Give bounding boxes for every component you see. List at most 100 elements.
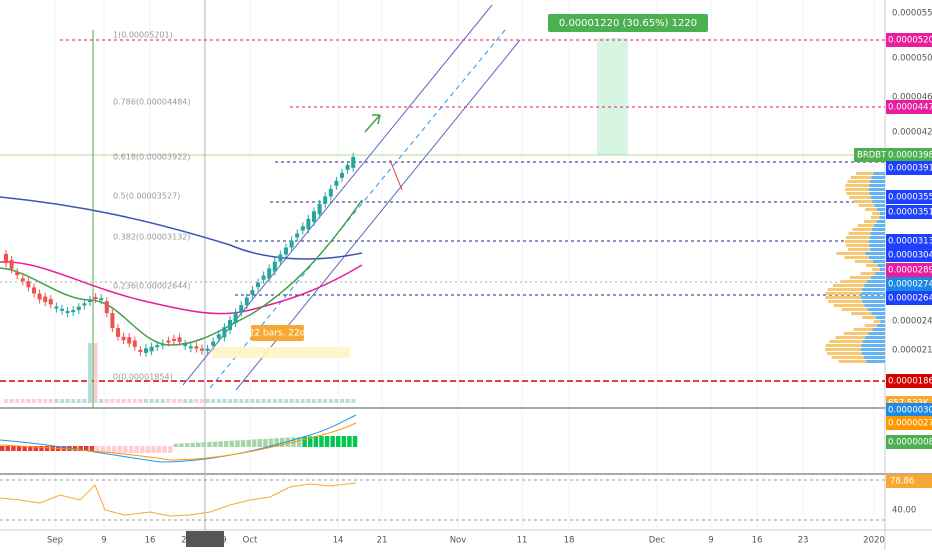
- volume-bar: [306, 399, 311, 403]
- macd-bar: [134, 446, 139, 453]
- macd-bar: [263, 438, 268, 447]
- profile-bar: [872, 200, 885, 203]
- profile-bar: [845, 240, 870, 243]
- macd-bar: [274, 438, 279, 447]
- profile-bar: [879, 212, 885, 215]
- volume-bar: [261, 399, 266, 403]
- volume-bar: [200, 399, 204, 403]
- candle: [54, 306, 59, 309]
- volume-bar: [172, 399, 176, 403]
- time-tick: 11: [517, 536, 528, 546]
- profile-bar: [870, 276, 885, 279]
- profile-bar: [855, 172, 874, 175]
- profile-bar: [845, 236, 870, 239]
- profile-bar: [875, 272, 885, 275]
- volume-bar: [138, 399, 143, 403]
- profile-bar: [825, 296, 862, 299]
- candle: [121, 336, 126, 341]
- profile-bar: [869, 184, 885, 187]
- candle: [138, 349, 143, 352]
- macd-bar: [341, 436, 347, 447]
- volume-bar: [149, 399, 154, 403]
- profile-bar: [879, 216, 885, 219]
- profile-bar: [875, 316, 885, 319]
- price-tick: 0.00005000: [892, 54, 932, 64]
- candle: [306, 218, 311, 230]
- candle: [71, 310, 76, 313]
- candle: [228, 320, 232, 331]
- profile-bar: [846, 192, 870, 195]
- macd-bar: [224, 441, 229, 447]
- volume-bar: [15, 399, 20, 403]
- profile-bar: [829, 340, 863, 343]
- price-tag-bg: [886, 291, 932, 305]
- profile-bar: [865, 208, 878, 211]
- volume-bar: [340, 399, 344, 403]
- macd-bar: [347, 436, 352, 447]
- profile-bar: [876, 220, 885, 223]
- price-tag: 0.00003555: [888, 193, 932, 203]
- price-tag-bg: [886, 148, 932, 162]
- volume-bar: [116, 399, 120, 403]
- profile-bar: [866, 264, 878, 267]
- profile-bar: [847, 180, 870, 183]
- profile-bar: [877, 208, 885, 211]
- volume-bar: [272, 399, 277, 403]
- candle: [116, 328, 120, 337]
- macd-tag: 0.00000304: [888, 406, 932, 416]
- profile-bar: [876, 324, 885, 327]
- volume-bar: [71, 399, 76, 403]
- candle: [317, 203, 322, 215]
- profile-bar: [869, 192, 885, 195]
- volume-bar: [312, 399, 316, 403]
- candle: [233, 312, 238, 323]
- profile-bar: [851, 312, 872, 315]
- candle: [82, 303, 87, 306]
- volume-bar: [345, 399, 350, 403]
- time-tick: 16: [752, 536, 763, 546]
- macd-bar: [151, 446, 156, 453]
- profile-bar: [833, 304, 865, 307]
- profile-bar: [874, 224, 885, 227]
- macd-tag: 0.00000279: [888, 419, 932, 429]
- profile-bar: [870, 196, 885, 199]
- volume-bar: [183, 399, 188, 403]
- profile-bar: [877, 264, 885, 267]
- candle: [144, 348, 148, 353]
- profile-bar: [861, 348, 885, 351]
- price-tick: 0.00005500: [892, 9, 932, 19]
- candle: [211, 341, 216, 346]
- profile-bar: [861, 352, 885, 355]
- candle: [278, 254, 283, 262]
- volume-bar: [233, 399, 238, 403]
- candle: [26, 281, 31, 288]
- profile-bar: [831, 356, 864, 359]
- candle: [250, 290, 255, 295]
- profile-bar: [870, 232, 885, 235]
- profile-bar: [850, 176, 872, 179]
- candle: [334, 180, 339, 186]
- macd-bar: [308, 436, 313, 447]
- macd-bar: [212, 441, 218, 447]
- profile-bar: [865, 252, 885, 255]
- profile-bar: [848, 248, 871, 251]
- volume-bar: [88, 343, 92, 403]
- macd-bar: [95, 446, 100, 453]
- macd-bar: [184, 443, 190, 447]
- macd-bar: [0, 446, 5, 451]
- profile-bar: [865, 336, 885, 339]
- macd-bar: [324, 436, 330, 447]
- price-tag: 0.00002896: [888, 266, 932, 276]
- time-tick: 16: [145, 536, 156, 546]
- candle: [4, 254, 8, 264]
- profile-bar: [872, 260, 885, 263]
- profile-bar: [861, 296, 885, 299]
- profile-bar: [869, 180, 885, 183]
- profile-bar: [880, 320, 885, 323]
- price-tag: 0.00003133: [888, 237, 932, 247]
- price-tag: 0.00002644: [888, 294, 932, 304]
- macd-bar: [319, 436, 324, 447]
- price-tag: 0.00003914: [888, 164, 932, 174]
- macd-bar: [246, 439, 251, 447]
- macd-bar: [313, 436, 319, 447]
